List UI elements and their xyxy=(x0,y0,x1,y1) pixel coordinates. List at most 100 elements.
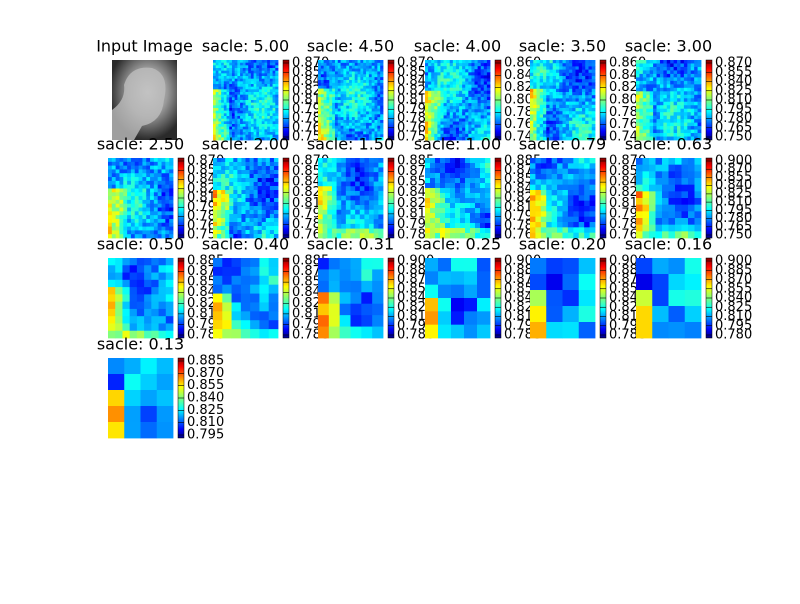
heatmap-cell xyxy=(318,181,324,187)
heatmap-cell xyxy=(530,290,547,307)
heatmap-cell xyxy=(345,209,351,215)
heatmap-cell xyxy=(530,258,547,275)
colorbar-tick-label: 0.810 xyxy=(715,93,752,108)
heatmap-cell xyxy=(259,116,263,120)
heatmap-cell xyxy=(334,85,339,89)
heatmap-cell xyxy=(153,165,159,170)
heatmap-cell xyxy=(371,91,375,95)
heatmap-cell xyxy=(264,92,268,96)
heatmap-cell xyxy=(374,68,378,72)
heatmap-cell xyxy=(530,206,536,212)
heatmap-cell xyxy=(425,112,429,116)
heatmap-cell xyxy=(443,118,448,122)
heatmap-cell xyxy=(565,98,570,102)
heatmap-cell xyxy=(241,206,246,211)
heatmap-cell xyxy=(337,94,342,98)
heatmap-cell xyxy=(363,77,367,81)
heatmap-cell xyxy=(341,233,347,239)
heatmap-cell xyxy=(690,108,695,113)
heatmap-cell xyxy=(264,129,268,133)
heatmap-cell xyxy=(226,126,230,130)
heatmap-cell xyxy=(480,66,485,70)
heatmap-cell xyxy=(556,85,560,90)
heatmap-cell xyxy=(275,108,279,112)
heatmap-cell xyxy=(213,178,218,183)
heatmap-cell xyxy=(428,60,432,64)
heatmap-cell xyxy=(111,180,117,186)
heatmap-cell xyxy=(443,78,448,82)
heatmap-cell xyxy=(572,76,576,80)
heatmap-cell xyxy=(322,209,328,215)
heatmap-cell xyxy=(157,234,162,239)
heatmap-cell xyxy=(245,226,250,231)
heatmap-cell xyxy=(552,72,557,77)
heatmap-cell xyxy=(546,124,550,128)
heatmap-cell xyxy=(222,302,232,312)
heatmap-cell xyxy=(123,158,128,163)
heatmap-cell xyxy=(351,102,356,107)
heatmap-cell xyxy=(588,108,593,112)
heatmap-cell xyxy=(231,110,236,114)
heatmap-cell xyxy=(440,75,444,79)
heatmap-cell xyxy=(670,126,675,130)
heatmap-cell xyxy=(265,230,271,235)
heatmap-cell xyxy=(349,134,353,138)
heatmap-cell xyxy=(578,127,583,131)
heatmap-cell xyxy=(374,117,378,121)
heatmap-cell xyxy=(582,127,586,131)
heatmap-cell xyxy=(434,100,438,104)
heatmap-cell xyxy=(465,75,469,79)
heatmap-cell xyxy=(237,166,242,171)
heatmap-cell xyxy=(233,202,238,207)
heatmap-cell xyxy=(217,222,222,227)
heatmap-cell xyxy=(360,97,364,101)
heatmap-cell xyxy=(213,194,218,199)
heatmap-cell xyxy=(245,62,249,66)
heatmap-cell xyxy=(234,70,238,74)
heatmap-cell xyxy=(475,178,481,184)
heatmap-cell xyxy=(588,120,593,125)
heatmap-cell xyxy=(675,231,682,239)
heatmap-cell xyxy=(536,66,541,70)
heatmap-cell xyxy=(250,329,260,339)
heatmap-cell xyxy=(536,88,541,93)
heatmap-cell xyxy=(459,121,463,126)
heatmap-cell xyxy=(646,98,651,103)
heatmap-cell xyxy=(241,214,246,219)
heatmap-cell xyxy=(229,166,234,171)
heatmap-cell xyxy=(259,121,263,125)
heatmap-cell xyxy=(256,73,260,77)
heatmap-cell xyxy=(253,62,257,66)
heatmap-cell xyxy=(213,89,217,93)
heatmap-cell xyxy=(218,76,222,80)
heatmap-cell xyxy=(127,184,132,189)
heatmap-cell xyxy=(250,100,255,104)
heatmap-cell xyxy=(234,60,238,64)
heatmap-cell xyxy=(589,168,596,175)
heatmap-cell xyxy=(575,66,580,70)
heatmap-cell xyxy=(653,136,657,141)
heatmap-cell xyxy=(169,188,174,193)
heatmap-cell xyxy=(259,84,263,88)
colorbar-tick-label: 0.855 xyxy=(397,281,434,296)
heatmap-cell xyxy=(443,136,448,141)
heatmap-cell xyxy=(673,108,678,113)
heatmap-cell xyxy=(546,174,553,180)
heatmap-cell xyxy=(108,222,113,227)
heatmap xyxy=(636,258,702,339)
heatmap-cell xyxy=(346,120,350,124)
heatmap-cell xyxy=(366,111,370,115)
heatmap-cell xyxy=(354,88,358,92)
heatmap-cell xyxy=(354,68,358,72)
heatmap-cell xyxy=(428,75,432,79)
heatmap-cell xyxy=(253,121,257,125)
heatmap-cell xyxy=(213,190,218,195)
heatmap-cell xyxy=(337,117,342,121)
heatmap-cell xyxy=(455,100,460,104)
heatmap-cell xyxy=(474,81,479,86)
heatmap-cell xyxy=(320,128,325,132)
heatmap-cell xyxy=(584,174,590,180)
heatmap-cell xyxy=(452,106,457,110)
heatmap-cell xyxy=(354,91,358,95)
heatmap-cell xyxy=(569,63,573,67)
